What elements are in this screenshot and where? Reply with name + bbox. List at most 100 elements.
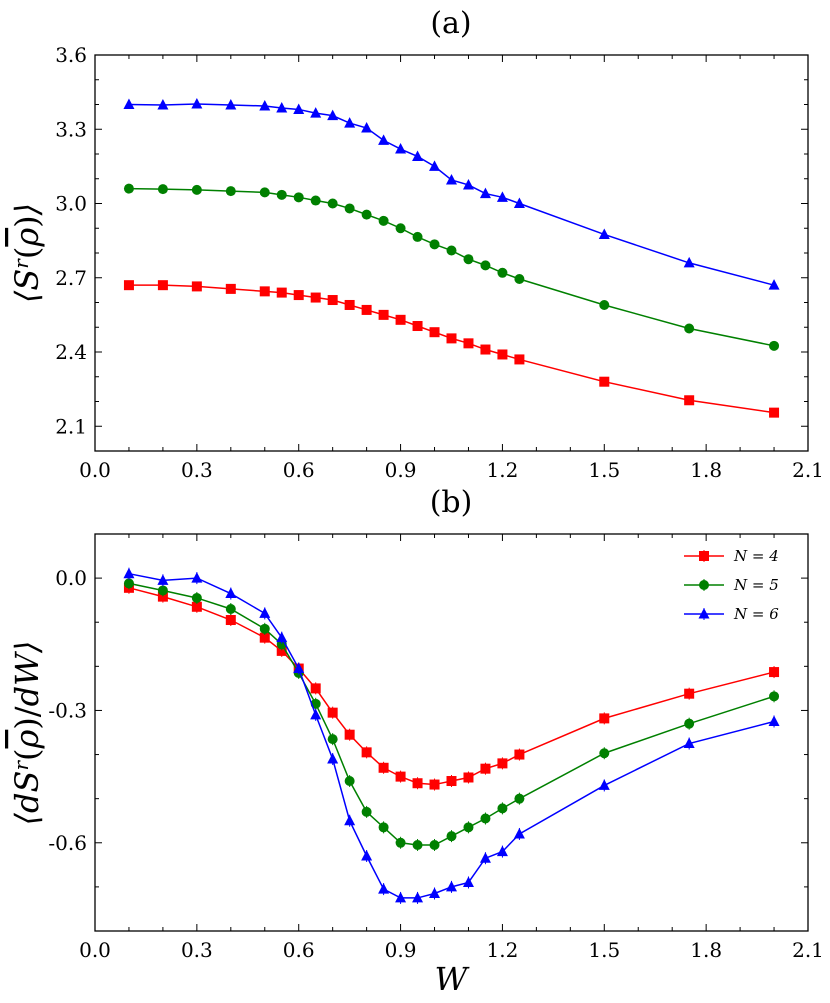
data-point (429, 839, 440, 850)
data-point (429, 160, 441, 171)
legend-label: N = 5 (733, 576, 779, 594)
legend-marker (699, 580, 709, 590)
panel-b-ticks: 0.0 0.3 0.6 0.9 1.2 1.5 1.8 2.1 0.0 -0.3 -0.6 (48, 534, 824, 962)
data-point (395, 891, 407, 903)
data-point (514, 749, 525, 760)
data-point (412, 150, 424, 161)
data-point (344, 729, 355, 740)
data-point (378, 134, 390, 145)
data-point (479, 852, 491, 863)
data-point (446, 245, 457, 256)
data-point (344, 117, 356, 128)
series-n=4 (123, 581, 780, 791)
legend-item: N = 4 (684, 547, 779, 565)
data-point (429, 239, 440, 250)
data-point (496, 191, 508, 202)
data-point (412, 778, 423, 789)
x-tick-label: 0.9 (385, 938, 417, 962)
data-point (225, 186, 236, 197)
panel-b-title: (b) (430, 485, 473, 520)
data-point (276, 101, 288, 113)
data-point (344, 299, 355, 310)
data-point (463, 338, 474, 349)
series-n=5 (123, 577, 780, 851)
data-point (769, 340, 780, 351)
data-point (769, 667, 780, 678)
data-point (259, 99, 271, 111)
data-point (327, 109, 339, 121)
data-point (293, 192, 304, 203)
data-point (191, 281, 202, 292)
data-point (361, 806, 372, 817)
data-point (446, 173, 457, 185)
x-tick-label: 0.6 (283, 938, 315, 962)
data-point (395, 143, 407, 154)
x-tick-label: 2.1 (792, 458, 824, 482)
panel-a-series (123, 98, 780, 418)
series-n=4 (123, 280, 780, 418)
data-point (378, 822, 389, 833)
data-point (683, 256, 695, 268)
data-point (123, 98, 135, 109)
data-point (429, 327, 440, 338)
data-point (327, 734, 338, 745)
data-point (497, 349, 508, 360)
data-point (446, 776, 457, 787)
panel-a-ticks: 0.0 0.3 0.6 0.9 1.2 1.5 1.8 2.1 2.1 2.4 2.7 3.0 3.3 3… (55, 43, 824, 482)
data-point (395, 771, 406, 782)
x-tick-label: 0.0 (79, 458, 111, 482)
data-point (293, 290, 304, 301)
x-tick-label: 0.3 (181, 938, 213, 962)
data-point (123, 183, 134, 194)
legend-label: N = 6 (733, 605, 779, 623)
data-point (344, 814, 356, 826)
panel-b-frame (94, 533, 809, 932)
y-tick-label: 3.3 (55, 117, 87, 141)
data-point (310, 195, 321, 206)
data-point (123, 280, 134, 291)
x-tick-label: 0.6 (283, 458, 315, 482)
data-point (327, 707, 338, 718)
data-point (276, 645, 287, 656)
data-point (276, 287, 287, 298)
y-tick-label: 3.6 (55, 43, 87, 67)
data-point (259, 607, 271, 618)
legend-marker (698, 608, 710, 619)
data-point (429, 887, 441, 899)
series-line (128, 187, 775, 347)
data-point (514, 793, 525, 804)
x-tick-label: 0.0 (79, 938, 111, 962)
data-point (599, 299, 610, 310)
data-point (361, 747, 372, 758)
data-point (412, 231, 423, 242)
data-point (513, 827, 525, 839)
data-point (599, 713, 610, 724)
data-point (191, 98, 203, 109)
data-point (191, 184, 202, 195)
legend-item: N = 5 (684, 576, 779, 594)
data-point (412, 839, 423, 850)
panel-b-y-axis-label: ⟨dSr(ρ)/dW⟩ (8, 641, 46, 826)
data-point (293, 103, 305, 114)
data-point (412, 321, 423, 332)
data-point (446, 880, 457, 892)
data-point (429, 779, 440, 790)
data-point (684, 718, 695, 729)
data-point (361, 209, 372, 220)
data-point (310, 708, 322, 720)
y-tick-label: 2.4 (55, 340, 87, 364)
series-n=6 (123, 98, 780, 290)
data-point (480, 344, 491, 355)
data-point (123, 578, 134, 589)
series-line (128, 103, 775, 286)
data-point (191, 572, 203, 583)
data-point (157, 98, 169, 110)
data-point (479, 187, 491, 199)
series-n=5 (123, 183, 780, 351)
legend-item: N = 6 (684, 605, 779, 623)
y-tick-label: 2.7 (55, 266, 87, 290)
series-line (128, 582, 775, 846)
data-point (327, 752, 339, 764)
data-point (344, 776, 355, 787)
